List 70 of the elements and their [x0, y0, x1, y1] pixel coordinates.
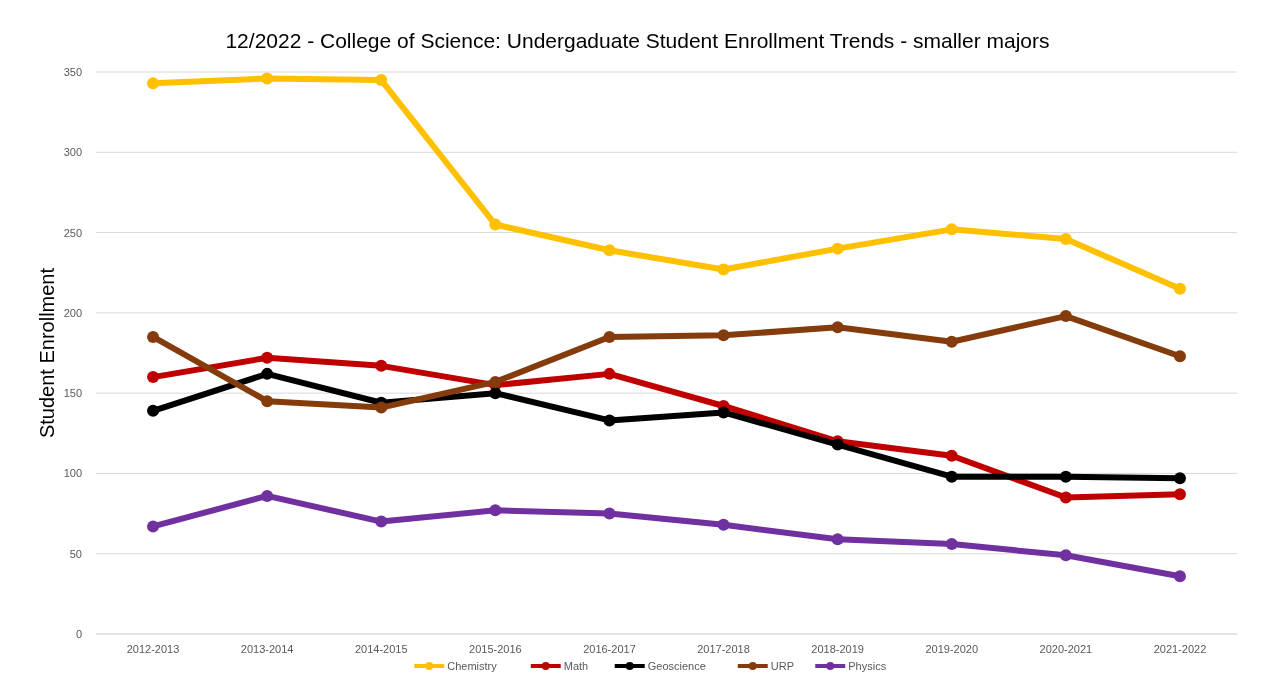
point: [147, 330, 160, 343]
point: [717, 329, 730, 342]
point: [1059, 310, 1072, 323]
point: [147, 371, 160, 384]
y-tick-label: 50: [69, 547, 82, 560]
legend-label: Chemistry: [447, 660, 498, 672]
point: [375, 359, 388, 372]
point: [261, 72, 274, 85]
point: [147, 520, 160, 533]
x-tick-label: 2015-2016: [469, 643, 522, 655]
point: [1173, 570, 1186, 583]
x-tick-label: 2014-2015: [354, 643, 408, 655]
y-axis-title: Student Enrollment: [36, 267, 58, 439]
y-tick-label: 0: [75, 628, 82, 640]
point: [717, 406, 730, 419]
x-tick-label: 2012-2013: [126, 643, 180, 655]
legend-label: Math: [563, 660, 589, 672]
point: [375, 74, 388, 87]
point: [1059, 491, 1072, 504]
point: [489, 387, 502, 400]
x-tick-label: 2016-2017: [583, 643, 636, 655]
x-tick-label: 2020-2021: [1039, 643, 1093, 655]
point: [603, 507, 616, 520]
point: [375, 515, 388, 528]
point: [1059, 470, 1072, 483]
point: [489, 375, 502, 388]
y-tick-label: 350: [63, 66, 82, 78]
point: [1173, 488, 1186, 501]
point: [945, 470, 958, 483]
y-tick-label: 150: [63, 387, 82, 400]
x-tick-label: 2018-2019: [811, 643, 864, 655]
point: [603, 367, 616, 380]
legend-label: Physics: [848, 660, 887, 672]
chart-title: 12/2022 - College of Science: Undergaduate Student Enrollment Trends - smaller majors: [225, 29, 1050, 52]
x-tick-label: 2013-2014: [240, 643, 294, 655]
point: [831, 321, 844, 334]
point: [945, 449, 958, 462]
point: [945, 538, 958, 551]
legend-label: URP: [770, 660, 794, 672]
point: [603, 244, 616, 257]
x-tick-label: 2021-2022: [1153, 643, 1207, 655]
point: [489, 218, 502, 231]
point: [945, 335, 958, 348]
point: [831, 242, 844, 255]
point: [261, 489, 274, 502]
point: [1173, 472, 1186, 485]
point: [603, 330, 616, 343]
point: [831, 533, 844, 546]
y-tick-label: 300: [63, 146, 82, 159]
y-tick-label: 250: [63, 226, 82, 239]
point: [261, 395, 274, 408]
y-tick-label: 100: [63, 467, 82, 480]
point: [375, 401, 388, 414]
x-tick-label: 2019-2020: [925, 643, 979, 655]
point: [261, 367, 274, 380]
point: [261, 351, 274, 364]
point: [1059, 549, 1072, 562]
point: [147, 77, 160, 90]
x-tick-label: 2017-2018: [697, 643, 750, 655]
y-tick-label: 200: [63, 306, 82, 319]
point: [147, 404, 160, 417]
point: [945, 223, 958, 236]
point: [603, 414, 616, 427]
point: [1173, 350, 1186, 363]
point: [489, 504, 502, 517]
point: [1059, 232, 1072, 245]
point: [717, 518, 730, 531]
legend-label: Geoscience: [647, 660, 706, 672]
point: [1173, 282, 1186, 295]
point: [717, 263, 730, 276]
